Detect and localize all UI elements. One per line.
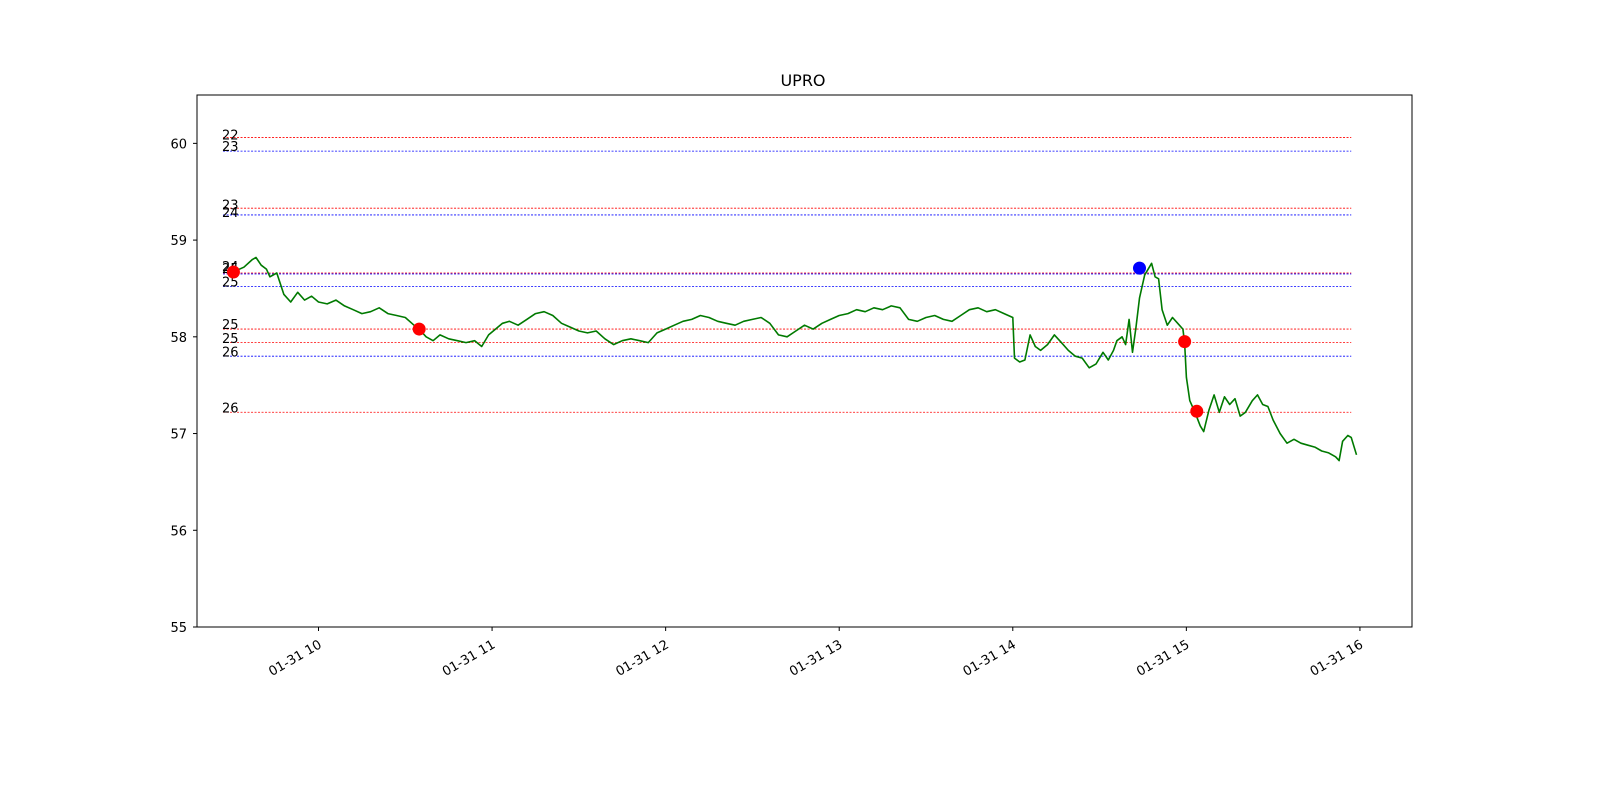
price-series xyxy=(234,256,1358,462)
plot-area-frame xyxy=(196,94,1413,628)
trade-marker-1 xyxy=(412,322,426,336)
chart-title: UPRO xyxy=(780,71,825,90)
level-label-8: 25 xyxy=(222,332,239,347)
x-tick-label-6: 01-31 16 xyxy=(1308,637,1366,679)
trade-markers xyxy=(226,261,1204,418)
y-tick-label-1: 56 xyxy=(170,524,187,539)
x-tick-label-4: 01-31 14 xyxy=(961,637,1019,679)
trade-marker-0 xyxy=(226,265,240,279)
axes: 55 56 57 58 59 60 01-31 10 01-31 11 01-31 12 01-3… xyxy=(170,137,1365,679)
x-tick-label-0: 01-31 10 xyxy=(266,637,324,679)
level-label-3: 24 xyxy=(222,206,239,221)
trade-marker-4 xyxy=(1190,404,1204,418)
level-label-0: 22 xyxy=(222,129,239,144)
y-tick-label-5: 60 xyxy=(170,137,187,152)
level-label-10: 26 xyxy=(222,401,239,416)
x-tick-label-1: 01-31 11 xyxy=(440,637,498,679)
x-tick-label-2: 01-31 12 xyxy=(614,637,672,679)
y-tick-label-0: 55 xyxy=(170,621,187,636)
level-label-7: 25 xyxy=(222,318,239,333)
x-tick-label-5: 01-31 15 xyxy=(1134,637,1192,679)
trade-marker-2 xyxy=(1132,261,1146,275)
y-tick-label-3: 58 xyxy=(170,331,187,346)
price-line-0 xyxy=(234,256,1358,462)
level-label-1: 23 xyxy=(222,140,239,155)
y-tick-label-2: 57 xyxy=(170,428,187,443)
level-label-2: 23 xyxy=(222,198,239,213)
level-label-6: 25 xyxy=(222,276,239,291)
x-tick-label-3: 01-31 13 xyxy=(787,637,845,679)
level-label-9: 26 xyxy=(222,345,239,360)
trade-marker-3 xyxy=(1178,335,1192,349)
level-lines: 2223232424252525252626 xyxy=(222,129,1352,416)
y-tick-label-4: 59 xyxy=(170,234,187,249)
